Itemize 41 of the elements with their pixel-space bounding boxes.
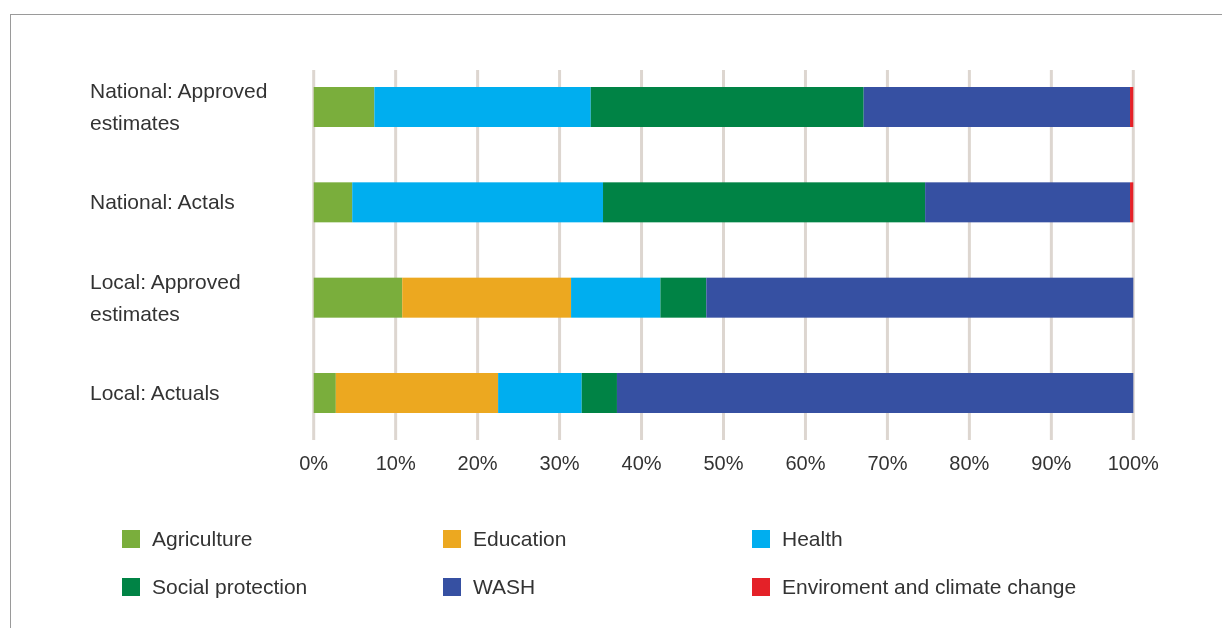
- bar: [1130, 182, 1134, 223]
- x-tick-label: 10%: [375, 452, 416, 474]
- bar: [863, 87, 1131, 127]
- bar: [1130, 87, 1134, 127]
- x-tick-label: 30%: [539, 452, 580, 474]
- x-tick-label: 70%: [867, 452, 908, 474]
- legend-label: Education: [473, 527, 567, 550]
- legend-label: Enviroment and climate change: [782, 575, 1077, 598]
- y-tick-label: National: Approved estimates: [90, 79, 268, 134]
- legend-label: Health: [782, 527, 843, 550]
- x-tick-label: 100%: [1107, 452, 1160, 474]
- y-tick-label: Local: Actuals: [90, 381, 220, 404]
- x-tick-label: 0%: [299, 452, 329, 474]
- legend-label: Social protection: [152, 575, 308, 598]
- bar: [616, 373, 1134, 413]
- bar: [313, 182, 353, 223]
- x-tick-label: 50%: [703, 452, 744, 474]
- y-tick-label: Local: Approved estimates: [90, 269, 241, 325]
- legend-label: Agriculture: [152, 527, 253, 550]
- bar: [352, 182, 604, 223]
- x-tick-label: 90%: [1031, 452, 1072, 474]
- x-tick-label: 80%: [949, 452, 990, 474]
- y-tick-label: National: Actals: [90, 190, 235, 214]
- bar: [590, 87, 864, 127]
- bar: [313, 277, 403, 318]
- bar: [603, 182, 926, 223]
- bar: [581, 373, 617, 413]
- bar: [402, 277, 572, 318]
- legend-label: WASH: [473, 575, 536, 598]
- bar: [706, 277, 1134, 318]
- bar: [498, 373, 582, 413]
- x-tick-label: 20%: [457, 452, 498, 474]
- x-tick-label: 60%: [785, 452, 826, 474]
- bar: [313, 87, 375, 127]
- bar: [335, 373, 499, 413]
- bar: [660, 277, 707, 318]
- bar: [571, 277, 661, 318]
- bar: [925, 182, 1131, 223]
- bar: [374, 87, 591, 127]
- bar: [313, 373, 336, 413]
- x-tick-label: 40%: [621, 452, 662, 474]
